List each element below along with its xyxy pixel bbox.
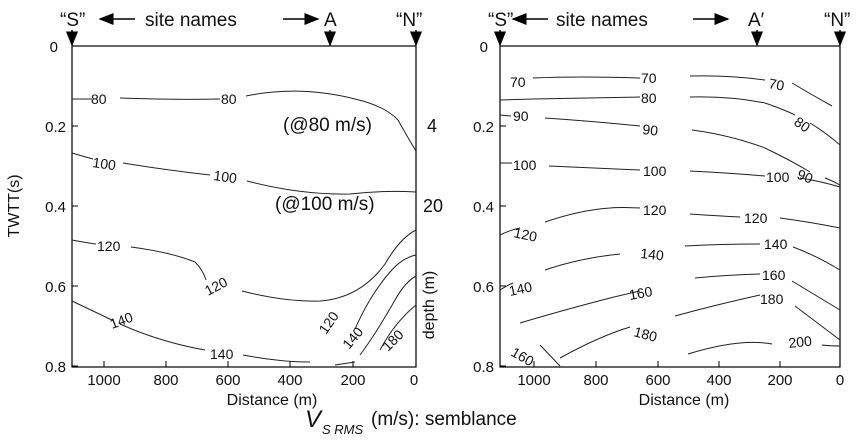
right-y-tick-1: 0.2 [473, 119, 494, 136]
right-header-marker: A′ [748, 10, 765, 31]
left-contour-label-100a: 100 [92, 154, 118, 173]
right-contour-label-140a: 140 [507, 278, 533, 299]
left-x-tick-4: 200 [340, 372, 365, 389]
right-y-tick-0: 0 [480, 39, 488, 56]
right-contour-label-70a: 70 [510, 74, 526, 90]
right-contour-label-140b: 140 [640, 245, 665, 263]
depth-axis-label: depth (m) [421, 271, 438, 339]
caption-subscript: S RMS [322, 422, 364, 437]
figure-caption: V S RMS (m/s): semblance [305, 406, 517, 437]
left-x-tick-1: 800 [153, 372, 178, 389]
right-contour-label-80b: 80 [791, 113, 813, 135]
right-contours [499, 75, 841, 367]
annotation-100: (@100 m/s) [275, 194, 375, 215]
right-plot-frame [499, 45, 841, 368]
right-contour-label-160c: 160 [509, 344, 537, 370]
right-contour-label-70c: 70 [767, 75, 785, 93]
left-y-tick-2: 0.4 [45, 199, 66, 216]
right-x-ticks [533, 361, 781, 367]
left-contours [71, 90, 417, 366]
left-contour-label-180: 180 [379, 326, 407, 354]
right-header-s: “S” [488, 10, 513, 31]
left-y-tick-4: 0.8 [45, 359, 66, 376]
caption-v: V [305, 406, 323, 433]
left-header-site-names: site names [145, 10, 237, 31]
right-contour-label-180b: 180 [760, 291, 784, 307]
right-contour-label-100c: 100 [766, 169, 790, 185]
depth-tick-20: 20 [423, 196, 443, 216]
left-panel: “S” site names A “N” 0 0.2 0.4 0.6 0.8 T… [6, 10, 443, 409]
left-contour-label-140a: 140 [108, 309, 136, 332]
left-y-tick-3: 0.6 [45, 279, 66, 296]
left-x-tick-5: 0 [410, 372, 418, 389]
right-y-tick-2: 0.4 [473, 199, 494, 216]
right-x-tick-1: 800 [583, 372, 608, 389]
right-header-site-names: site names [556, 10, 648, 31]
caption-rest: (m/s): semblance [371, 409, 517, 430]
left-header-s: “S” [60, 10, 85, 31]
right-contour-label-90b: 90 [642, 121, 659, 139]
right-x-axis-label: Distance (m) [639, 392, 730, 409]
right-x-tick-2: 600 [645, 372, 670, 389]
right-x-tick-5: 0 [836, 372, 844, 389]
left-contour-label-120c: 120 [315, 308, 342, 336]
right-contour-label-140c: 140 [764, 236, 788, 252]
right-x-tick-4: 200 [767, 372, 792, 389]
left-contour-label-100b: 100 [213, 167, 239, 186]
left-x-tick-2: 600 [215, 372, 240, 389]
left-contour-label-140c: 140 [339, 324, 366, 352]
right-contour-label-120a: 120 [512, 224, 538, 245]
right-contour-label-180a: 180 [632, 323, 659, 345]
right-contour-label-120b: 120 [643, 202, 667, 218]
right-contour-label-160b: 160 [762, 267, 786, 283]
left-header-marker: A [324, 10, 337, 31]
right-panel: “S” site names A′ “N” 0 0.2 0.4 0.6 0.8 [473, 10, 850, 409]
right-y-ticks [500, 45, 506, 367]
left-y-tick-0: 0 [50, 39, 58, 56]
left-x-axis-label: Distance (m) [227, 392, 318, 409]
right-x-tick-0: 1000 [517, 372, 550, 389]
right-contour-label-120c: 120 [744, 210, 768, 226]
right-contour-label-70b: 70 [641, 70, 657, 86]
right-header-n: “N” [824, 10, 850, 31]
depth-tick-4: 4 [427, 116, 437, 136]
right-contour-label-80a: 80 [641, 90, 657, 106]
left-contour-label-80a: 80 [91, 91, 107, 107]
right-y-tick-4: 0.8 [473, 359, 494, 376]
annotation-80: (@80 m/s) [283, 115, 372, 136]
right-contour-label-90c: 90 [795, 166, 816, 187]
left-contour-label-120b: 120 [202, 273, 230, 298]
right-contour-label-200: 200 [788, 333, 813, 351]
right-contour-label-100b: 100 [643, 163, 667, 179]
left-contour-label-140b: 140 [210, 346, 234, 362]
left-contour-label-120a: 120 [97, 238, 121, 254]
left-y-tick-1: 0.2 [45, 119, 66, 136]
right-x-tick-3: 400 [706, 372, 731, 389]
left-x-tick-0: 1000 [87, 372, 120, 389]
left-y-ticks [72, 45, 78, 367]
left-y-axis-label: TWTT(s) [6, 174, 23, 237]
right-contour-label-90a: 90 [513, 108, 529, 124]
left-contour-label-80b: 80 [221, 91, 237, 107]
left-header-n: “N” [396, 10, 422, 31]
right-y-tick-3: 0.6 [473, 279, 494, 296]
right-contour-label-160a: 160 [628, 283, 654, 303]
left-x-tick-3: 400 [277, 372, 302, 389]
right-contour-label-100a: 100 [513, 157, 537, 173]
